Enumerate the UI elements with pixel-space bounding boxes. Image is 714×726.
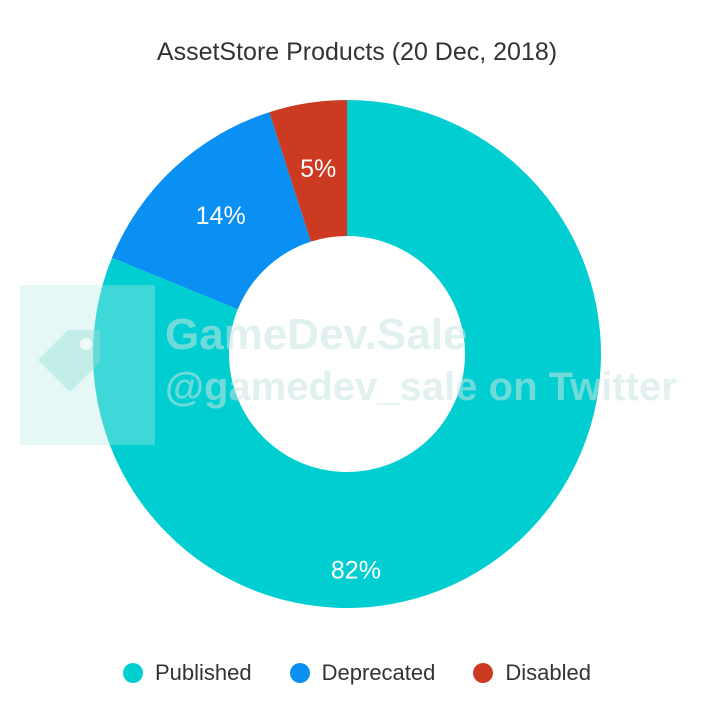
- slice-published: [93, 100, 601, 608]
- slice-label-published: 82%: [331, 556, 381, 584]
- slice-label-deprecated: 14%: [196, 202, 246, 230]
- chart-legend: Published Deprecated Disabled: [0, 660, 714, 686]
- chart-title: AssetStore Products (20 Dec, 2018): [156, 38, 558, 66]
- legend-label: Published: [155, 660, 252, 685]
- legend-dot-icon: [473, 663, 494, 683]
- legend-item-deprecated[interactable]: Deprecated: [289, 660, 436, 686]
- legend-item-disabled[interactable]: Disabled: [473, 660, 591, 686]
- legend-item-published[interactable]: Published: [123, 660, 252, 686]
- legend-label: Deprecated: [321, 660, 436, 685]
- slice-label-disabled: 5%: [300, 155, 336, 183]
- slice-disabled: [269, 100, 347, 242]
- legend-dot-icon: [289, 663, 310, 683]
- slice-deprecated: [111, 112, 311, 310]
- legend-label: Disabled: [505, 660, 591, 685]
- legend-dot-icon: [123, 663, 143, 683]
